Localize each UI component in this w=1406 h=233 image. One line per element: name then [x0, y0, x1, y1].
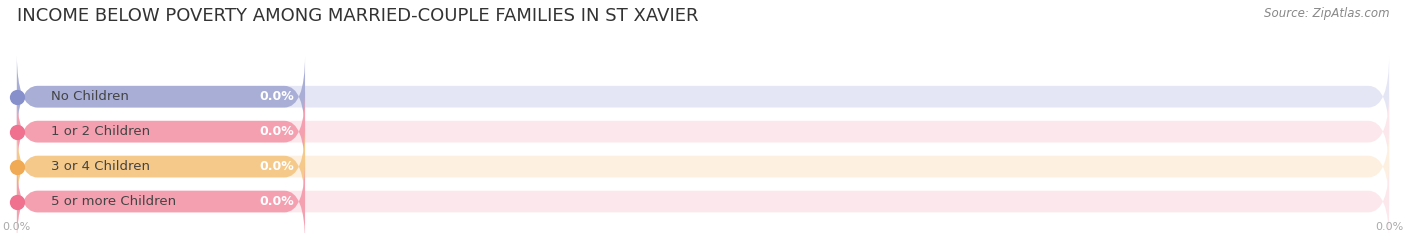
FancyBboxPatch shape	[17, 55, 1389, 138]
FancyBboxPatch shape	[17, 90, 305, 173]
FancyBboxPatch shape	[17, 90, 1389, 173]
Text: INCOME BELOW POVERTY AMONG MARRIED-COUPLE FAMILIES IN ST XAVIER: INCOME BELOW POVERTY AMONG MARRIED-COUPL…	[17, 7, 699, 25]
Text: Source: ZipAtlas.com: Source: ZipAtlas.com	[1264, 7, 1389, 20]
FancyBboxPatch shape	[17, 125, 305, 208]
Text: No Children: No Children	[51, 90, 129, 103]
Text: 0.0%: 0.0%	[259, 90, 294, 103]
Text: 3 or 4 Children: 3 or 4 Children	[51, 160, 150, 173]
Text: 0.0%: 0.0%	[259, 160, 294, 173]
FancyBboxPatch shape	[17, 160, 1389, 233]
Text: 0.0%: 0.0%	[259, 125, 294, 138]
FancyBboxPatch shape	[17, 125, 1389, 208]
Text: 5 or more Children: 5 or more Children	[51, 195, 176, 208]
Text: 1 or 2 Children: 1 or 2 Children	[51, 125, 150, 138]
FancyBboxPatch shape	[17, 55, 305, 138]
FancyBboxPatch shape	[17, 160, 305, 233]
Text: 0.0%: 0.0%	[259, 195, 294, 208]
